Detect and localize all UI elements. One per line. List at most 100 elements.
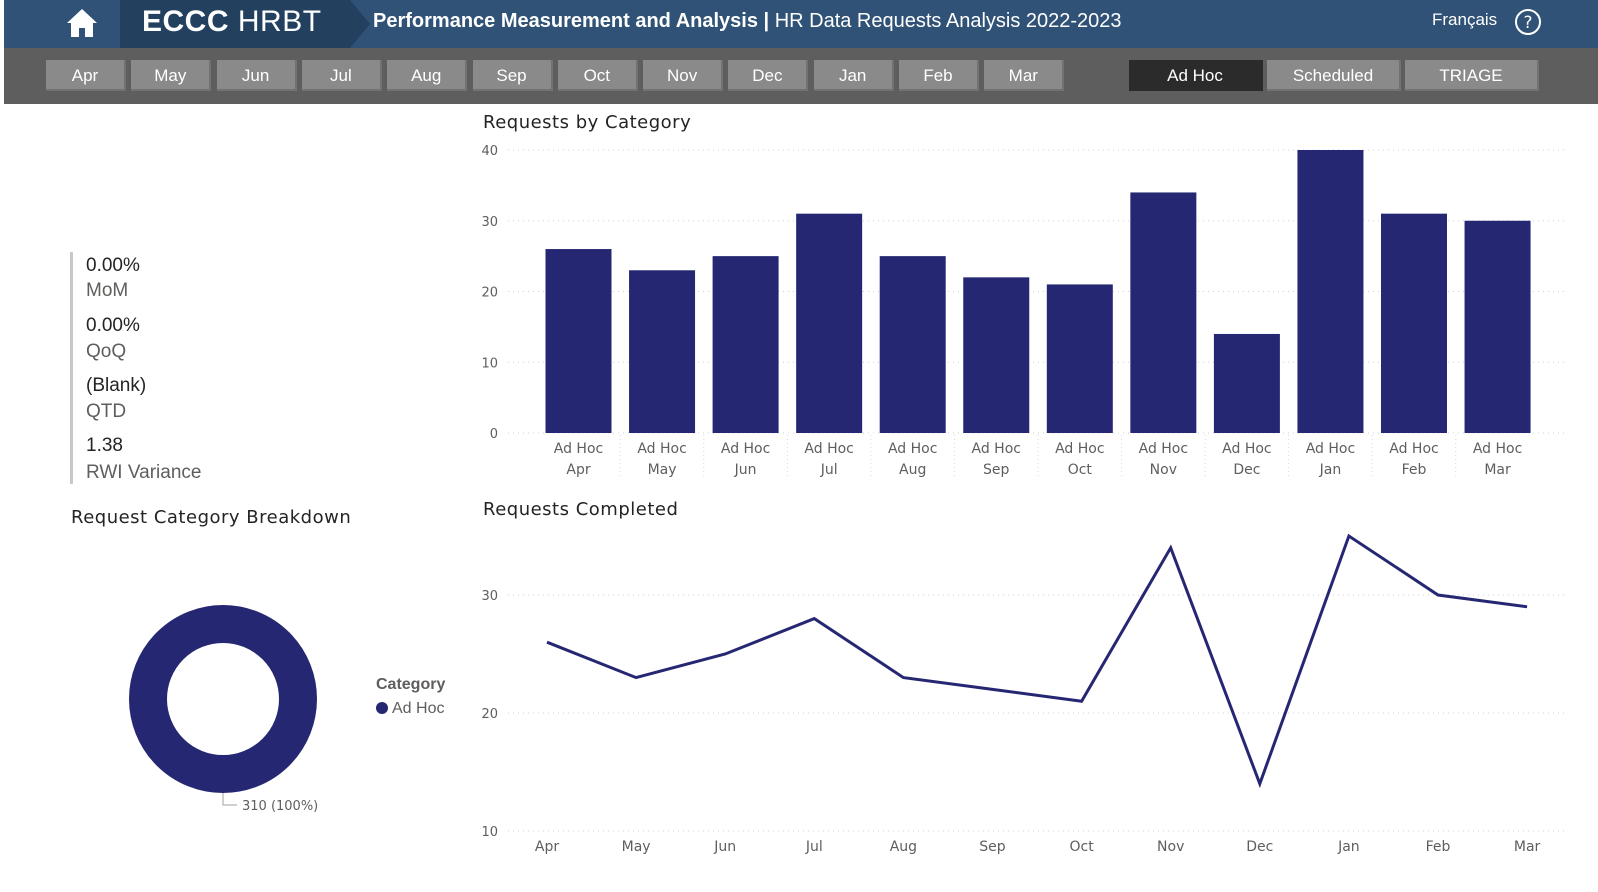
line-x-tick-label: Dec	[1246, 839, 1273, 855]
bar-mark[interactable]	[629, 270, 696, 433]
home-icon	[67, 9, 97, 37]
month-slicer-aug[interactable]: Aug	[387, 60, 468, 91]
line-x-tick-label: Apr	[535, 839, 559, 855]
bar-x-tick-label-month: Apr	[566, 462, 590, 478]
help-icon: ?	[1515, 9, 1541, 35]
month-slicer-sep[interactable]: Sep	[472, 60, 553, 91]
line-point[interactable]	[1079, 698, 1085, 704]
line-point[interactable]	[1524, 604, 1530, 610]
line-y-tick-label: 30	[481, 589, 498, 604]
line-x-tick-label: Sep	[979, 839, 1006, 855]
month-slicer-jan[interactable]: Jan	[813, 60, 894, 91]
line-point[interactable]	[811, 616, 817, 622]
bar-x-tick-label-month: Sep	[983, 462, 1010, 478]
bar-x-tick-label-month: Feb	[1402, 462, 1427, 478]
bar-x-tick-label-category: Ad Hoc	[1139, 441, 1188, 457]
category-slicer-ad-hoc[interactable]: Ad Hoc	[1129, 60, 1263, 91]
bar-mark[interactable]	[1297, 150, 1364, 433]
kpi-rwi-label: RWI Variance	[86, 462, 202, 483]
language-toggle-link[interactable]: Français	[1432, 10, 1498, 29]
bar-chart: 0 10 20 30 40 Ad Hoc Apr Ad Hoc May Ad Hoc Jun Ad H…	[481, 144, 1565, 479]
bar-x-tick-label-category: Ad Hoc	[1306, 441, 1355, 457]
line-point[interactable]	[1257, 781, 1263, 787]
donut-data-label-leader	[222, 793, 237, 806]
month-slicer-mar[interactable]: Mar	[984, 60, 1065, 91]
line-x-tick-label: Oct	[1069, 839, 1094, 855]
bar-mark[interactable]	[545, 249, 612, 433]
month-slicer-jul[interactable]: Jul	[301, 60, 382, 91]
line-chart: 10 20 30 Apr May Jun Jul Aug Sep Oct Nov Dec Jan Feb M…	[481, 533, 1565, 855]
kpi-qoq-label: QoQ	[86, 341, 127, 362]
legend-dot-icon	[376, 702, 388, 714]
month-slicer-feb[interactable]: Feb	[899, 60, 979, 91]
line-point[interactable]	[722, 651, 728, 657]
line-point[interactable]	[1168, 545, 1174, 551]
bar-x-tick-label-category: Ad Hoc	[554, 441, 603, 457]
bar-mark[interactable]	[1464, 220, 1531, 433]
bar-mark[interactable]	[879, 256, 946, 433]
brand-block	[120, 0, 370, 48]
bar-mark[interactable]	[712, 256, 779, 433]
bar-x-tick-label-category: Ad Hoc	[1055, 441, 1104, 457]
bar-x-tick-label-month: Aug	[899, 462, 926, 478]
line-x-tick-label: Jul	[805, 839, 823, 855]
bar-x-tick-label-month: Dec	[1233, 462, 1260, 478]
home-button[interactable]	[62, 6, 102, 42]
bar-mark[interactable]	[796, 213, 863, 433]
bar-x-tick-label-month: Nov	[1150, 462, 1177, 478]
page-title: Performance Measurement and Analysis | H…	[373, 10, 1122, 32]
bar-x-tick-label-category: Ad Hoc	[888, 441, 937, 457]
category-slicer-triage[interactable]: TRIAGE	[1405, 60, 1539, 91]
month-slicer-apr[interactable]: Apr	[46, 60, 126, 91]
bar-y-tick-label: 0	[490, 427, 498, 442]
line-point[interactable]	[544, 639, 550, 645]
bar-y-tick-label: 30	[481, 215, 498, 230]
legend-item-ad-hoc[interactable]: Ad Hoc	[376, 700, 444, 718]
bar-x-tick-label-category: Ad Hoc	[637, 441, 686, 457]
kpi-rwi-value: 1.38	[86, 435, 123, 456]
month-slicer-dec[interactable]: Dec	[728, 60, 809, 91]
kpi-mom-label: MoM	[86, 280, 129, 301]
month-slicer-nov[interactable]: Nov	[643, 60, 724, 91]
kpi-mom-value: 0.00%	[86, 255, 140, 276]
line-y-tick-label: 20	[481, 707, 498, 722]
bar-mark[interactable]	[963, 277, 1030, 433]
kpi-card: 0.00% MoM 0.00% QoQ (Blank) QTD 1.38 RWI…	[70, 252, 320, 484]
line-x-tick-label: Jan	[1337, 839, 1360, 855]
bar-mark[interactable]	[1046, 284, 1113, 433]
line-point[interactable]	[900, 675, 906, 681]
bar-x-tick-label-category: Ad Hoc	[804, 441, 853, 457]
bar-x-tick-label-category: Ad Hoc	[972, 441, 1021, 457]
bar-x-tick-label-month: Oct	[1068, 462, 1093, 478]
line-x-tick-label: Nov	[1157, 839, 1184, 855]
line-point[interactable]	[633, 675, 639, 681]
kpi-qoq-value: 0.00%	[86, 315, 140, 336]
line-point[interactable]	[990, 686, 996, 692]
line-point[interactable]	[1435, 592, 1441, 598]
donut-data-label: 310 (100%)	[242, 799, 318, 814]
line-x-tick-label: Jun	[713, 839, 736, 855]
bar-mark[interactable]	[1130, 192, 1197, 433]
month-slicer-may[interactable]: May	[131, 60, 212, 91]
help-button[interactable]: ?	[1514, 8, 1542, 36]
bar-x-tick-label-month: Jul	[820, 462, 838, 478]
legend-title: Category	[376, 676, 446, 693]
month-slicer-jun[interactable]: Jun	[216, 60, 297, 91]
bar-x-tick-label-month: Mar	[1484, 462, 1511, 478]
bar-mark[interactable]	[1381, 213, 1447, 433]
month-slicer-oct[interactable]: Oct	[557, 60, 638, 91]
bar-chart-title: Requests by Category	[483, 112, 692, 133]
bar-y-tick-label: 10	[481, 356, 498, 371]
bar-y-tick-label: 40	[481, 144, 498, 159]
bar-x-tick-label-category: Ad Hoc	[1222, 441, 1271, 457]
bar-x-tick-label-category: Ad Hoc	[1473, 441, 1522, 457]
line-series-path[interactable]	[546, 533, 1528, 789]
bar-x-tick-label-month: May	[648, 462, 677, 478]
line-x-tick-label: May	[622, 839, 651, 855]
line-x-tick-label: Mar	[1514, 839, 1541, 855]
bar-x-tick-label-category: Ad Hoc	[721, 441, 770, 457]
line-point[interactable]	[1346, 533, 1352, 539]
bar-mark[interactable]	[1213, 333, 1280, 433]
donut-slice-ad-hoc[interactable]	[129, 605, 317, 793]
category-slicer-scheduled[interactable]: Scheduled	[1267, 60, 1401, 91]
